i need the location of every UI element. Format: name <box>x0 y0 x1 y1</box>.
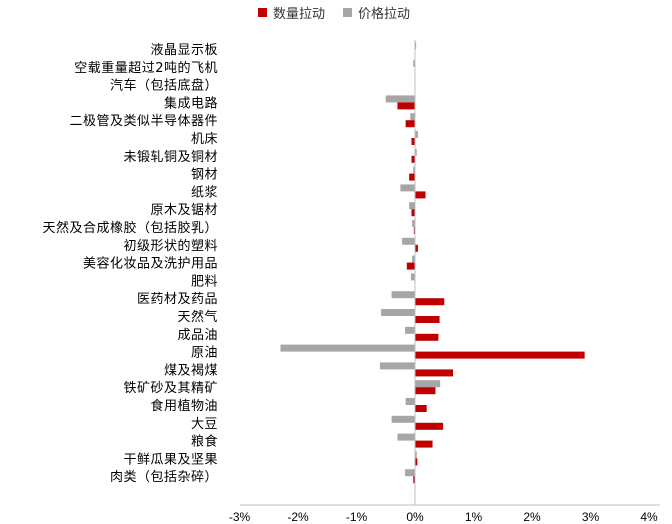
category-label: 大豆 <box>191 417 218 432</box>
category-label: 二极管及类似半导体器件 <box>69 114 218 129</box>
category-label: 干鲜瓜果及坚果 <box>123 452 218 467</box>
bar-price <box>392 291 415 298</box>
category-label: 空载重量超过2吨的飞机 <box>74 60 218 76</box>
category-label: 天然及合成橡胶（包括胶乳） <box>42 220 218 236</box>
category-label: 机床 <box>191 132 218 147</box>
bar-price <box>386 95 415 102</box>
category-label: 煤及褐煤 <box>164 363 218 378</box>
bar-quantity <box>415 387 435 394</box>
category-label: 天然气 <box>177 309 218 325</box>
category-label: 纸浆 <box>191 185 218 200</box>
x-tick-label: 2% <box>523 510 541 524</box>
bar-quantity <box>409 174 415 181</box>
bar-price <box>405 327 415 334</box>
category-label: 钢材 <box>191 168 218 183</box>
bar-quantity <box>415 405 427 412</box>
category-label: 集成电路 <box>164 95 218 111</box>
category-label: 肥料 <box>191 274 218 289</box>
bar-price <box>409 202 415 209</box>
category-label: 汽车（包括底盘） <box>110 78 218 94</box>
bar-price <box>406 398 415 405</box>
category-label: 食用植物油 <box>150 398 218 414</box>
bar-quantity <box>415 316 440 323</box>
bar-price <box>400 184 415 191</box>
bar-quantity <box>415 441 433 448</box>
bar-quantity <box>415 334 438 341</box>
bar-price <box>415 380 440 387</box>
bar-quantity <box>411 156 415 163</box>
category-label: 未锻轧铜及铜材 <box>123 150 218 165</box>
x-tick-label: 0% <box>406 510 424 524</box>
bar-quantity <box>411 209 415 216</box>
bar-quantity <box>415 298 444 305</box>
x-tick-label: -1% <box>346 510 368 524</box>
bar-quantity <box>415 352 585 359</box>
category-label: 原油 <box>191 346 218 361</box>
bar-price <box>410 113 415 120</box>
x-tick-label: 3% <box>582 510 600 524</box>
category-label: 成品油 <box>177 328 218 343</box>
category-label: 肉类（包括杂碎） <box>110 470 218 485</box>
bar-quantity <box>407 263 415 270</box>
bar-price <box>381 309 415 316</box>
category-label: 美容化妆品及洗护用品 <box>83 256 218 272</box>
bar-quantity <box>397 102 415 109</box>
bar-price <box>402 238 415 245</box>
x-tick-label: -3% <box>229 510 251 524</box>
category-label: 铁矿砂及其精矿 <box>123 381 218 396</box>
bar-quantity <box>411 138 415 145</box>
x-tick-label: 4% <box>640 510 658 524</box>
category-label: 液晶显示板 <box>150 43 218 58</box>
category-label: 原木及锯材 <box>150 203 218 218</box>
bar-price <box>405 469 415 476</box>
x-tick-label: -2% <box>287 510 309 524</box>
category-label: 粮食 <box>191 434 218 450</box>
bar-quantity <box>415 369 453 376</box>
bar-quantity <box>415 423 443 430</box>
bar-price <box>397 434 415 441</box>
bar-quantity <box>415 191 426 198</box>
category-label: 初级形状的塑料 <box>123 238 218 254</box>
bar-quantity <box>406 120 415 127</box>
bar-price <box>280 345 415 352</box>
bar-price <box>380 362 415 369</box>
bar-price <box>392 416 415 423</box>
category-label: 医药材及药品 <box>137 292 218 307</box>
x-tick-label: 1% <box>465 510 483 524</box>
bar-price <box>411 273 415 280</box>
